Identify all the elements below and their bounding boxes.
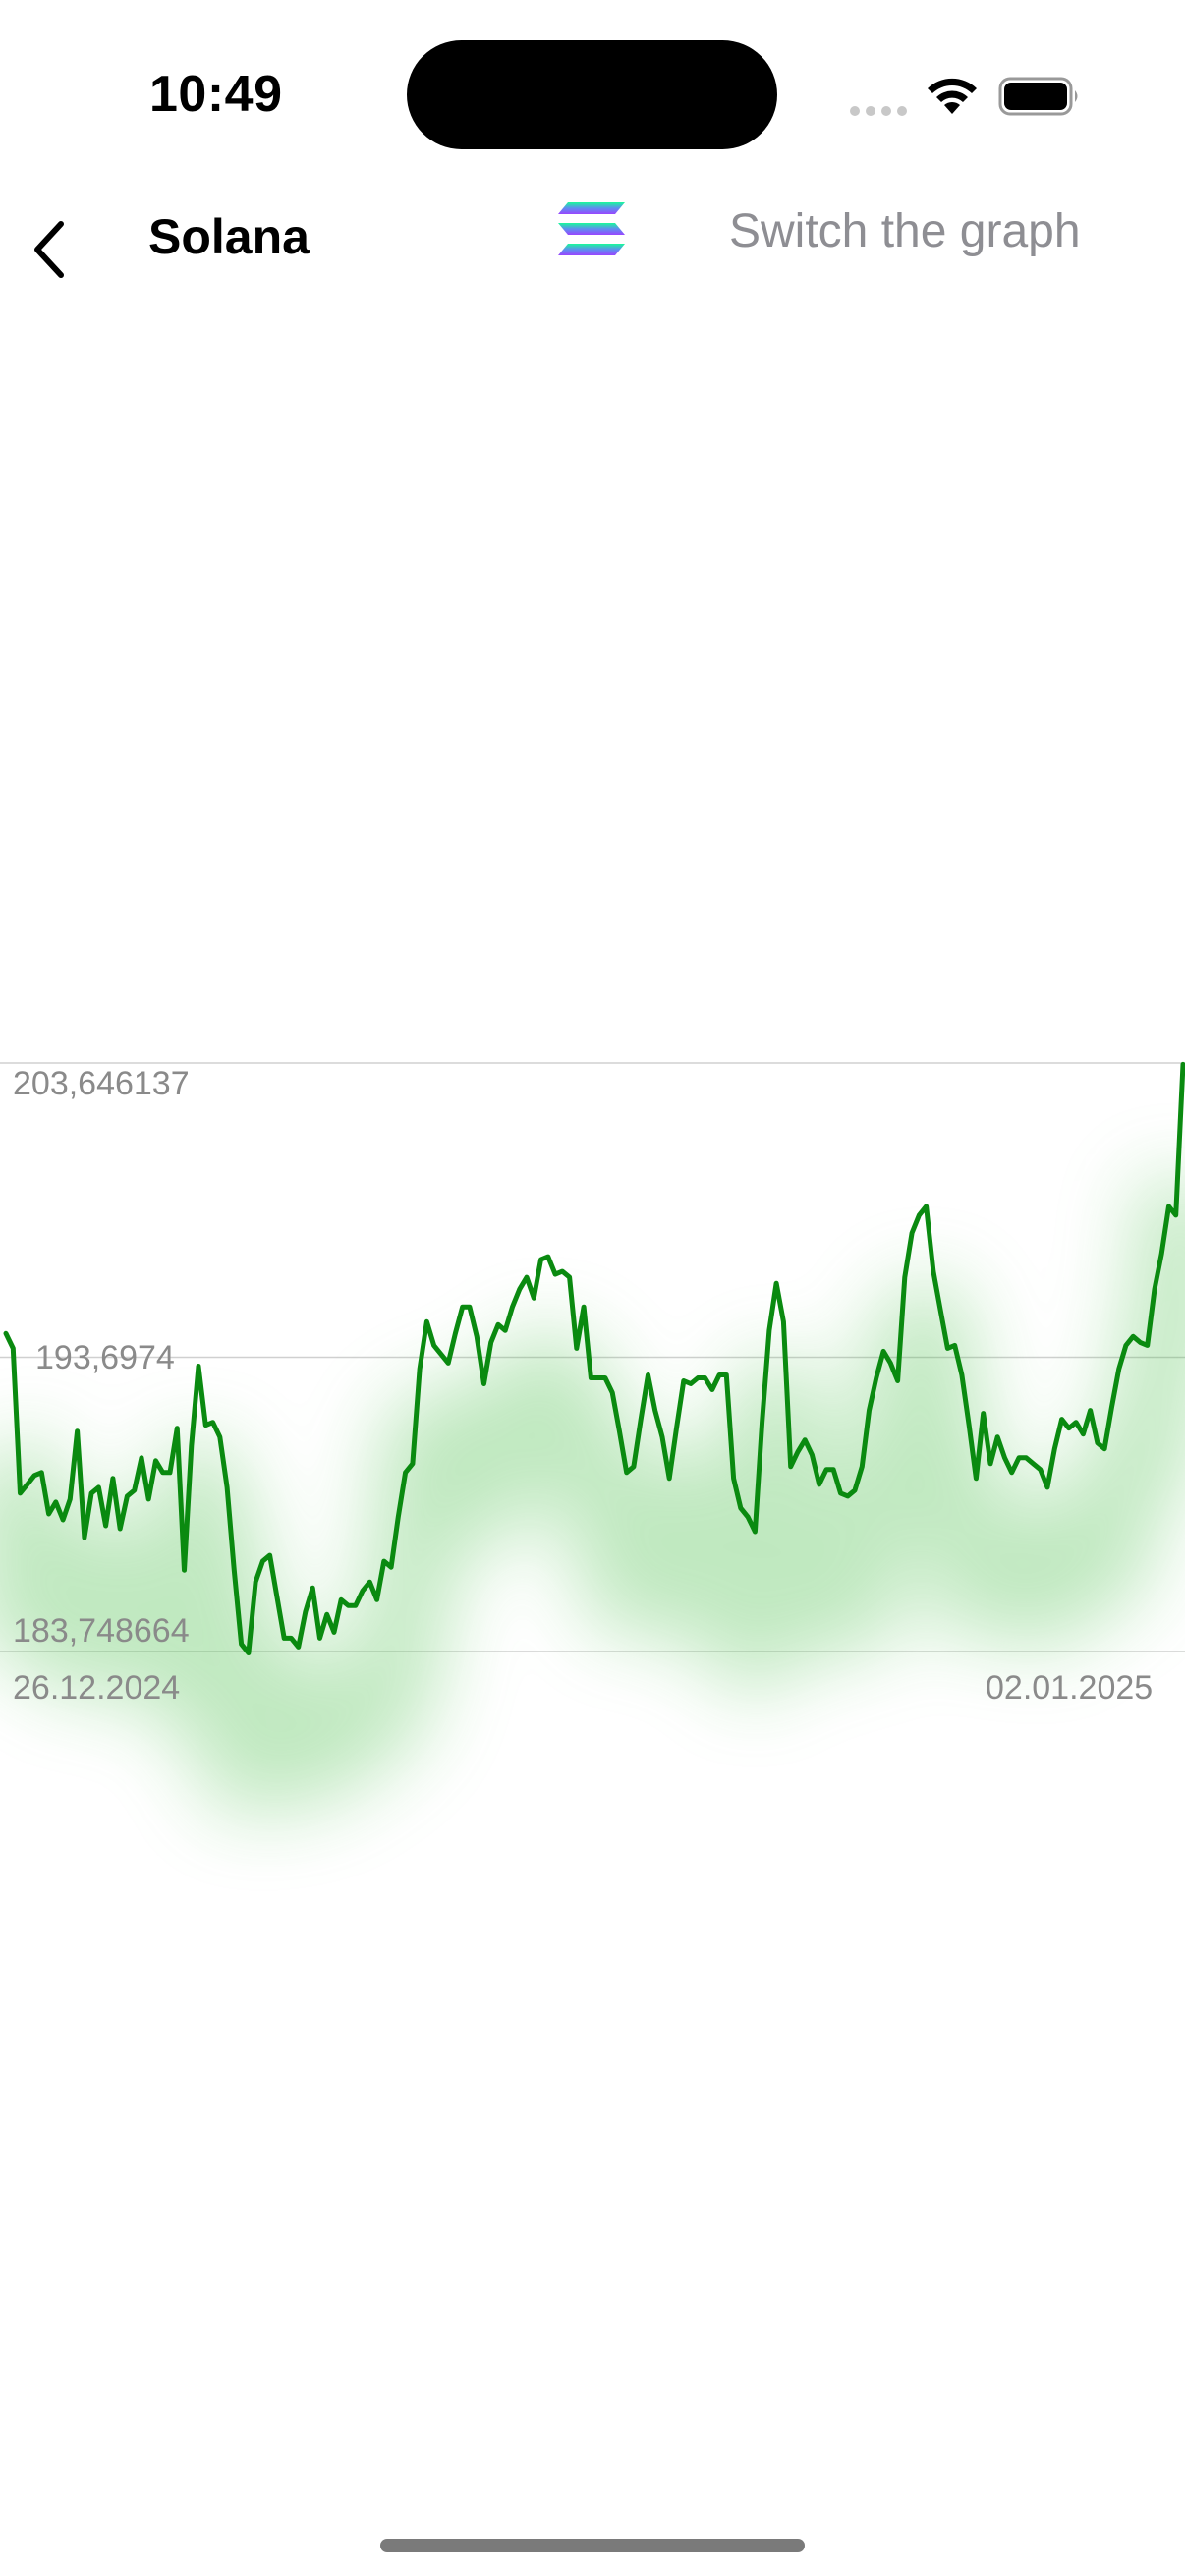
y-tick-label-bottom: 183,748664 (13, 1612, 190, 1650)
status-bar: 10:49 (0, 0, 1185, 187)
battery-icon (998, 77, 1078, 116)
x-end-label: 02.01.2025 (986, 1669, 1154, 1707)
status-time: 10:49 (149, 66, 283, 123)
x-start-label: 26.12.2024 (13, 1669, 181, 1707)
page-title: Solana (148, 209, 310, 264)
solana-logo-icon (558, 202, 625, 255)
home-indicator (380, 2539, 805, 2552)
y-tick-label-top: 203,646137 (13, 1065, 190, 1102)
y-tick-label-middle: 193,6974 (35, 1339, 175, 1376)
back-button[interactable] (18, 200, 81, 299)
series-line (3, 1061, 1185, 1655)
series-glow (0, 1180, 1185, 1816)
switch-graph-button[interactable]: Switch the graph (729, 205, 1081, 257)
wifi-icon (928, 78, 977, 114)
chevron-left-icon (34, 221, 64, 278)
cellular-signal-icon (850, 106, 907, 116)
dynamic-island (407, 40, 777, 149)
